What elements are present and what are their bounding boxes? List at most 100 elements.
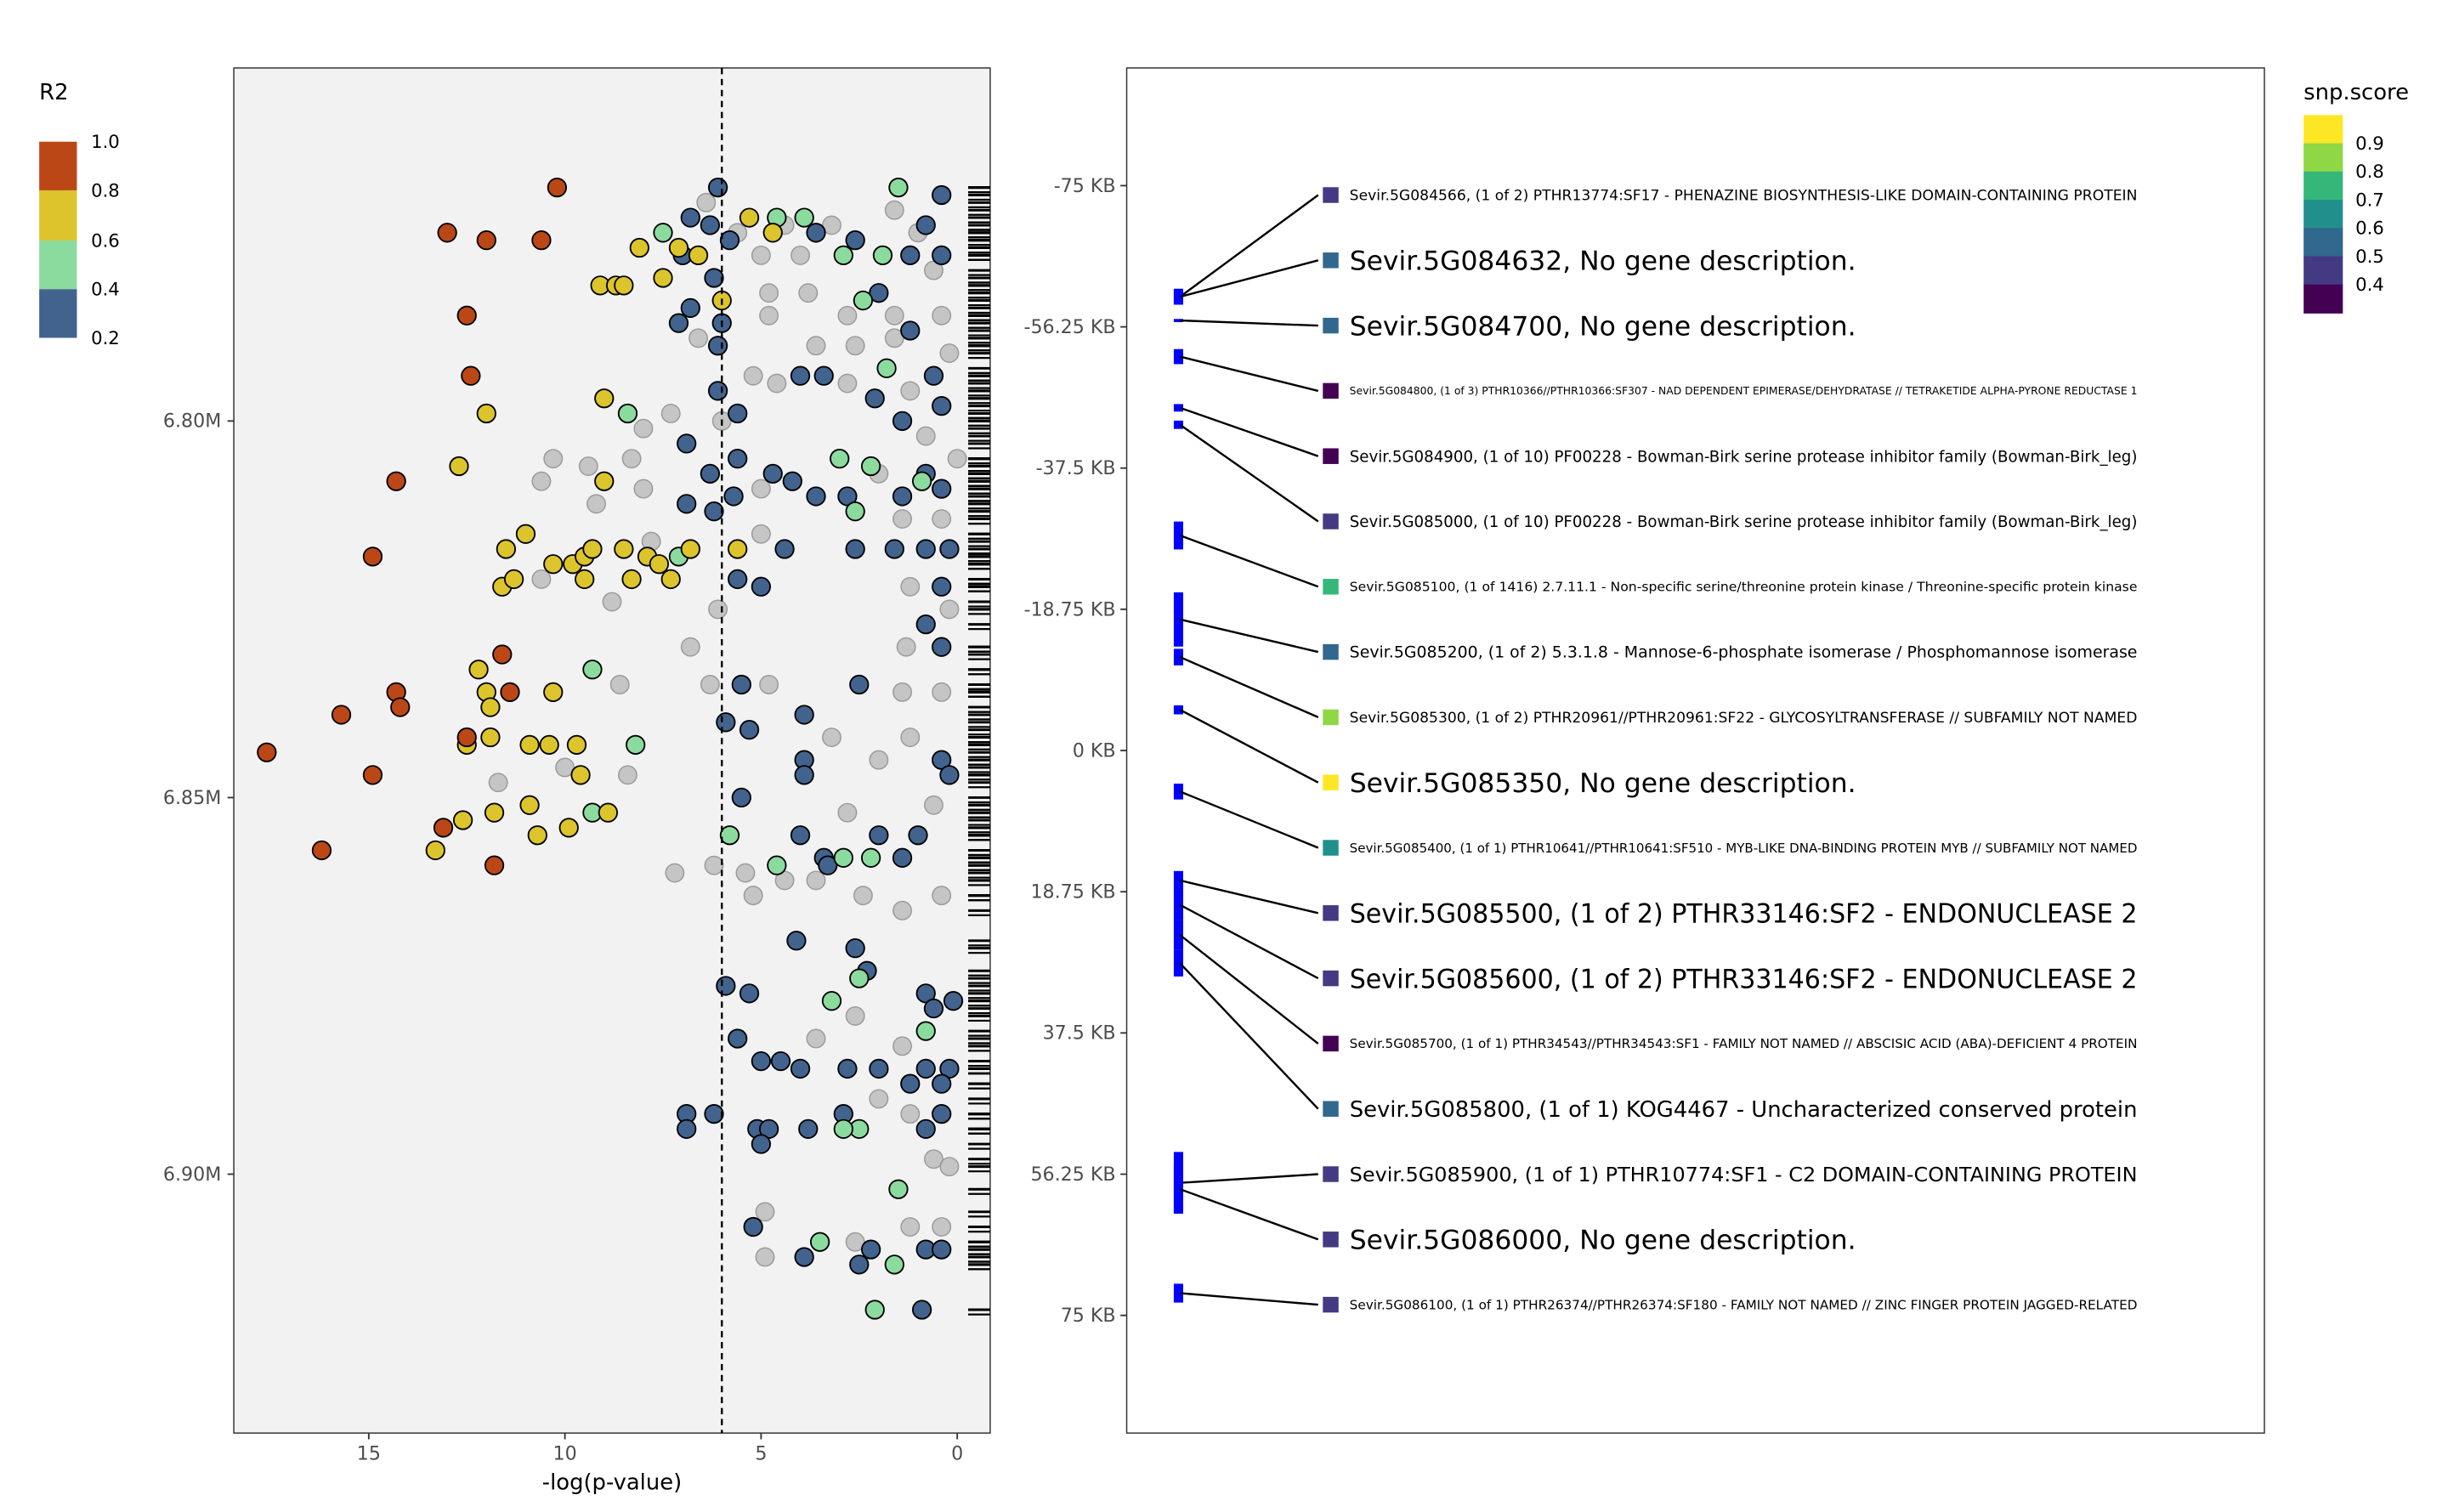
snp-point bbox=[480, 697, 501, 717]
snp-point bbox=[704, 268, 724, 288]
snp-point bbox=[668, 313, 689, 333]
snp-point bbox=[731, 674, 751, 695]
snp-point bbox=[900, 320, 921, 341]
r2-legend-swatch bbox=[39, 141, 77, 190]
snp-point bbox=[762, 223, 783, 243]
snp-point bbox=[892, 411, 913, 431]
gene-track-axes: -75 KB -56.25 KB -37.5 KB -18.75 KB 0 KB 18.7… bbox=[1023, 175, 1127, 1327]
gene-block bbox=[1173, 348, 1183, 365]
snp-point bbox=[558, 818, 579, 838]
snp-point-low-r2 bbox=[939, 343, 960, 364]
snp-point-low-r2 bbox=[924, 1149, 944, 1169]
r2-legend: R2 1.0 0.8 0.6 0.4 0.2 bbox=[39, 80, 120, 349]
r2-legend-title: R2 bbox=[39, 80, 68, 105]
gene-track-panel: -75 KB -56.25 KB -37.5 KB -18.75 KB 0 KB 18.7… bbox=[1023, 67, 2265, 1434]
snp-point bbox=[519, 734, 540, 756]
snp-point bbox=[547, 178, 568, 198]
gene-connector-line bbox=[1180, 879, 1319, 915]
snp-point bbox=[786, 931, 807, 951]
snp-point bbox=[845, 501, 865, 522]
snp-score-legend-label: 0.4 bbox=[2355, 275, 2384, 296]
snp-point bbox=[932, 1239, 952, 1260]
snp-point-low-r2 bbox=[869, 1089, 889, 1109]
snp-point bbox=[728, 1028, 748, 1049]
y-tick-label: 6.85M bbox=[163, 787, 221, 809]
snp-point bbox=[790, 365, 811, 386]
snp-point-low-r2 bbox=[806, 1028, 826, 1049]
r2-legend-label: 0.8 bbox=[91, 180, 120, 201]
snp-point bbox=[794, 1247, 814, 1267]
snp-point bbox=[503, 569, 524, 590]
snp-point bbox=[707, 178, 728, 198]
gene-score-swatch bbox=[1323, 448, 1339, 464]
gene-connector-line bbox=[1180, 319, 1318, 327]
snp-point-low-r2 bbox=[932, 1217, 952, 1237]
snp-point bbox=[939, 539, 960, 559]
gene-label: Sevir.5G085500, (1 of 2) PTHR33146:SF2 -… bbox=[1350, 899, 2138, 930]
snp-point bbox=[594, 388, 615, 409]
snp-point bbox=[864, 1300, 885, 1320]
snp-point-low-r2 bbox=[755, 1202, 775, 1222]
gene-block bbox=[1173, 404, 1183, 412]
snp-point-low-r2 bbox=[633, 418, 654, 439]
snp-point bbox=[700, 463, 721, 484]
gene-label: Sevir.5G084800, (1 of 3) PTHR10366//PTHR… bbox=[1350, 385, 2138, 397]
snp-score-legend-swatch bbox=[2304, 284, 2343, 314]
snp-point bbox=[575, 569, 595, 590]
snp-point bbox=[476, 230, 496, 251]
snp-point bbox=[362, 765, 383, 785]
snp-point-low-r2 bbox=[755, 1247, 775, 1267]
snp-point bbox=[707, 381, 728, 401]
snp-point bbox=[860, 1239, 881, 1260]
snp-point-low-r2 bbox=[680, 637, 700, 657]
snp-point bbox=[484, 802, 505, 823]
snp-point bbox=[884, 539, 904, 559]
snp-point-low-r2 bbox=[708, 599, 728, 620]
snp-point bbox=[892, 486, 913, 507]
gene-label: Sevir.5G085200, (1 of 2) 5.3.1.8 - Manno… bbox=[1350, 644, 2138, 662]
snp-point bbox=[923, 998, 944, 1019]
snp-point bbox=[257, 742, 277, 762]
snp-point-low-r2 bbox=[884, 328, 904, 348]
snp-score-legend-swatch bbox=[2304, 171, 2343, 201]
snp-point bbox=[806, 223, 826, 243]
snp-point-low-r2 bbox=[688, 328, 708, 348]
r2-legend-label: 0.6 bbox=[91, 230, 120, 252]
snp-point bbox=[932, 1103, 952, 1124]
gene-block bbox=[1173, 870, 1183, 890]
snp-point bbox=[767, 855, 787, 875]
snp-point bbox=[362, 546, 383, 567]
snp-point-low-r2 bbox=[751, 245, 771, 265]
gene-label: Sevir.5G084632, No gene description. bbox=[1350, 246, 1856, 277]
snp-point-low-r2 bbox=[759, 283, 779, 303]
snp-point bbox=[830, 449, 850, 469]
snp-point-low-r2 bbox=[869, 750, 889, 770]
snp-point-low-r2 bbox=[735, 863, 756, 883]
gene-score-swatch bbox=[1323, 1101, 1339, 1117]
snp-point bbox=[892, 847, 913, 868]
snp-point bbox=[806, 486, 826, 507]
gene-score-swatch bbox=[1323, 1035, 1339, 1052]
snp-point bbox=[582, 539, 603, 559]
snp-point bbox=[311, 840, 332, 861]
snp-point-low-r2 bbox=[618, 765, 638, 785]
snp-point-low-r2 bbox=[578, 456, 598, 476]
snp-point bbox=[543, 682, 564, 702]
snp-point bbox=[515, 524, 536, 544]
snp-point bbox=[677, 1118, 697, 1139]
snp-point-low-r2 bbox=[759, 305, 779, 326]
snp-point bbox=[900, 245, 921, 266]
gene-score-swatch bbox=[1323, 579, 1339, 595]
snp-point bbox=[531, 230, 552, 251]
snp-point bbox=[932, 1073, 952, 1094]
snp-point bbox=[915, 215, 936, 235]
snp-point bbox=[915, 1118, 936, 1139]
snp-point-low-r2 bbox=[900, 1104, 921, 1124]
y-tick-label: 0 KB bbox=[1073, 739, 1116, 762]
snp-point bbox=[888, 1179, 909, 1199]
snp-point bbox=[437, 223, 457, 243]
snp-point-low-r2 bbox=[853, 886, 873, 906]
snp-point-low-r2 bbox=[806, 870, 826, 891]
gene-track-genes: Sevir.5G084566, (1 of 2) PTHR13774:SF17 … bbox=[1173, 187, 2138, 1312]
snp-point bbox=[809, 1232, 830, 1252]
